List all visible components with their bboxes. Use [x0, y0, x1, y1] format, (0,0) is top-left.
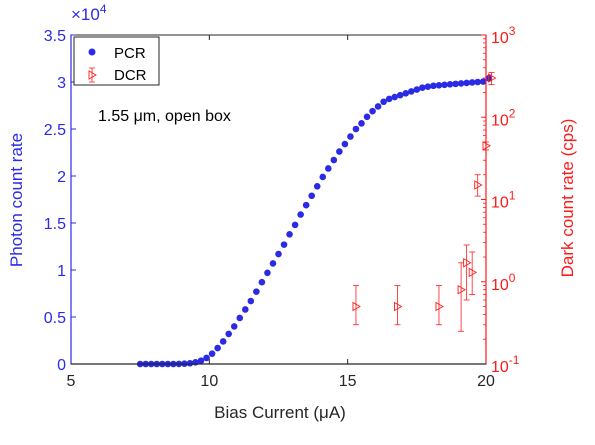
- pcr-point: [269, 260, 277, 267]
- pcr-point: [413, 86, 421, 93]
- pcr-point: [380, 98, 387, 106]
- y-left-tick-label: 3: [57, 75, 66, 92]
- pcr-point: [192, 359, 199, 366]
- pcr-point: [219, 338, 227, 345]
- pcr-point: [186, 359, 194, 367]
- pcr-point: [247, 297, 255, 305]
- pcr-point: [358, 120, 365, 127]
- dcr-point: [468, 267, 478, 278]
- pcr-point: [352, 125, 360, 133]
- pcr-point: [441, 81, 448, 89]
- pcr-point: [468, 79, 476, 86]
- y-right-tick-label: 102: [491, 106, 516, 129]
- exponent-power: 4: [100, 2, 107, 16]
- pcr-point: [280, 241, 288, 248]
- pcr-point: [408, 88, 415, 95]
- pcr-point: [291, 221, 299, 229]
- dcr-point: [352, 301, 361, 312]
- pcr-point: [264, 269, 271, 277]
- pcr-point: [374, 103, 382, 110]
- pcr-point: [297, 211, 304, 218]
- pcr-point: [208, 350, 216, 357]
- y-right-tick-label: 10-1: [491, 353, 520, 376]
- exponent-label: ×104: [71, 2, 107, 24]
- pcr-point: [430, 82, 437, 90]
- x-tick-label: 20: [477, 373, 495, 390]
- dcr-point: [463, 258, 472, 268]
- pcr-point: [457, 80, 465, 87]
- y-left-tick-label: 1.5: [44, 216, 66, 233]
- pcr-point: [330, 156, 338, 164]
- pcr-point: [419, 84, 426, 91]
- pcr-point: [385, 95, 393, 103]
- y-left-tick-label: 1: [57, 263, 66, 280]
- pcr-point: [242, 306, 249, 313]
- y-right-tick-label: 100: [491, 271, 516, 294]
- x-axis-label: Bias Current (μA): [214, 403, 346, 422]
- y-right-tick-label: 103: [491, 24, 516, 47]
- annotation: 1.55 μm, open box: [98, 108, 231, 125]
- y-right-tick-label: 101: [491, 189, 516, 212]
- legend-dcr-marker: [88, 67, 97, 83]
- dcr-point: [394, 301, 403, 312]
- y-axis-label-left: Photon count rate: [7, 133, 26, 267]
- y-left-tick-label: 2: [57, 169, 66, 186]
- pcr-point: [302, 201, 310, 209]
- pcr-point: [236, 314, 244, 322]
- y-left-tick-label: 2.5: [44, 122, 66, 139]
- pcr-point: [258, 278, 266, 286]
- pcr-point: [275, 250, 282, 258]
- pcr-point: [286, 230, 293, 238]
- legend-box: [73, 36, 160, 86]
- pcr-point: [230, 323, 238, 330]
- y-axis-label-right: Dark count rate (cps): [558, 119, 577, 278]
- dcr-point: [457, 284, 467, 295]
- pcr-point: [336, 148, 343, 155]
- legend-dcr-label: DCR: [114, 67, 147, 84]
- pcr-point: [308, 192, 316, 200]
- pcr-point: [391, 93, 399, 101]
- x-tick-label: 10: [200, 373, 218, 390]
- pcr-point: [319, 173, 327, 181]
- pcr-point: [463, 79, 470, 87]
- legend-pcr-label: PCR: [114, 45, 146, 62]
- pcr-point: [225, 330, 232, 338]
- dcr-point: [488, 73, 497, 83]
- pcr-point: [452, 80, 459, 88]
- pcr-point: [402, 89, 410, 97]
- pcr-point: [435, 81, 443, 89]
- pcr-point: [214, 344, 221, 352]
- pcr-point: [341, 140, 349, 148]
- pcr-point: [197, 357, 205, 365]
- pcr-point: [479, 78, 487, 85]
- pcr-point: [325, 165, 332, 172]
- legend: PCR DCR: [73, 36, 160, 86]
- pcr-point: [253, 288, 260, 295]
- series-pcr: [136, 74, 493, 368]
- pcr-point: [313, 183, 321, 190]
- pcr-point: [347, 133, 354, 140]
- left-axis: 0 0.5 1 1.5 2 2.5 3 3.5: [44, 28, 76, 374]
- y-left-tick-label: 0.5: [44, 310, 66, 327]
- series-dcr: [352, 72, 497, 332]
- pcr-point: [474, 78, 482, 86]
- pcr-point: [203, 354, 210, 362]
- right-axis: 10-1 100 101 102 103: [481, 24, 520, 376]
- pcr-point: [396, 91, 404, 99]
- pcr-point: [424, 83, 432, 90]
- x-tick-label: 15: [339, 373, 357, 390]
- pcr-point: [363, 113, 371, 121]
- y-left-tick-label: 0: [57, 357, 66, 374]
- y-left-tick-label: 3.5: [44, 28, 66, 45]
- dcr-point: [435, 301, 444, 312]
- dcr-point: [474, 180, 483, 190]
- pcr-point: [446, 81, 454, 88]
- x-tick-label: 5: [67, 373, 76, 390]
- legend-pcr-marker: [88, 48, 96, 56]
- pcr-point: [369, 107, 376, 115]
- x-axis: 5 10 15 20: [67, 363, 495, 390]
